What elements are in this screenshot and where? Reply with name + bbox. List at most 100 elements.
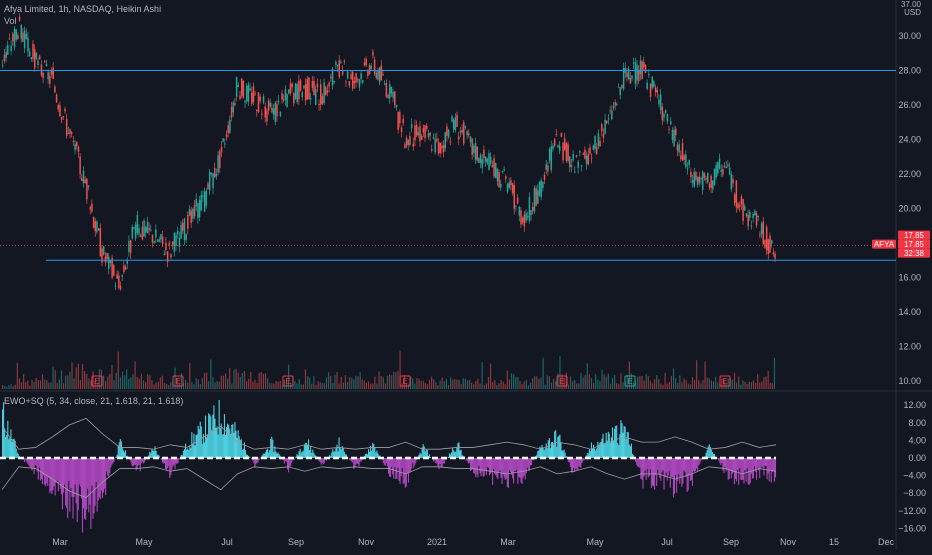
price-candle (315, 89, 317, 105)
ewo-bar (516, 458, 517, 470)
volume-bar (328, 372, 329, 389)
volume-bar (353, 379, 354, 389)
ewo-bar (621, 423, 622, 458)
volume-bar (156, 383, 157, 389)
ewo-bar (108, 458, 109, 478)
price-candle (379, 67, 381, 82)
ewo-bar (678, 458, 679, 474)
price-candle (295, 84, 297, 99)
ewo-bar (476, 458, 477, 474)
volume-bar (530, 383, 531, 389)
ewo-bar (662, 458, 663, 470)
volume-bar (408, 384, 409, 389)
price-candle (91, 204, 93, 212)
volume-bar (765, 377, 766, 389)
price-candle (46, 64, 48, 66)
price-candle (545, 164, 547, 170)
ewo-bar (31, 458, 32, 470)
price-tick-label: 14.00 (898, 307, 921, 317)
ewo-bar (491, 458, 492, 472)
price-candle (608, 118, 610, 119)
price-candle (507, 184, 509, 192)
price-candle (143, 221, 145, 237)
price-candle (677, 145, 679, 151)
volume-bar (355, 376, 356, 389)
ewo-bar (700, 458, 701, 461)
price-candle (219, 152, 221, 168)
earnings-marker[interactable]: E (92, 376, 102, 386)
price-candle (9, 38, 11, 39)
volume-bar (273, 384, 274, 389)
price-candle (683, 156, 685, 160)
price-candle (418, 132, 420, 135)
price-candle (514, 185, 516, 209)
volume-bar (364, 380, 365, 389)
ewo-bar (232, 424, 233, 458)
price-candle (4, 55, 6, 61)
ewo-bar (560, 442, 561, 458)
ewo-bar (626, 439, 627, 458)
price-candle (480, 155, 482, 163)
ewo-bar (99, 458, 100, 497)
volume-bar (78, 364, 79, 389)
volume-bar (763, 377, 764, 389)
price-tick-label: 26.00 (898, 100, 921, 110)
volume-bar (486, 383, 487, 389)
ewo-bar (313, 453, 314, 458)
ewo-bar (197, 434, 198, 458)
price-candle (7, 45, 9, 55)
volume-bar (416, 378, 417, 389)
price-candle (726, 167, 728, 168)
volume-bar (713, 381, 714, 389)
volume-bar (540, 377, 541, 389)
volume-bar (740, 385, 741, 389)
ewo-bar (488, 458, 489, 468)
price-badge-text: AFYA (874, 240, 895, 249)
ewo-bar (742, 458, 743, 480)
ewo-bar (723, 458, 724, 473)
volume-bar (425, 383, 426, 389)
ewo-bar (196, 435, 197, 458)
price-candle (476, 146, 478, 160)
volume-bar (606, 377, 607, 389)
price-candle (89, 207, 91, 209)
price-candle (239, 96, 241, 99)
ewo-bar (118, 446, 119, 458)
price-candle (421, 136, 423, 140)
ewo-bar (199, 429, 200, 458)
price-candle (196, 199, 198, 206)
ewo-bar (559, 435, 560, 458)
time-axis-label: Dec (878, 537, 895, 547)
earnings-marker[interactable]: E (557, 376, 567, 386)
price-candle (566, 143, 568, 161)
volume-bar (591, 378, 592, 389)
ewo-bar (612, 427, 613, 458)
volume-bar (59, 380, 60, 389)
ewo-bar (408, 458, 409, 483)
ewo-bar (56, 458, 57, 482)
price-candle (387, 95, 389, 98)
ewo-bar (513, 458, 514, 484)
ewo-bar (168, 458, 169, 466)
ewo-bar (227, 424, 228, 458)
ewo-bar (487, 458, 488, 467)
ewo-bar (663, 458, 664, 490)
price-candle (271, 108, 273, 112)
price-candle (763, 222, 765, 244)
price-candle (140, 235, 142, 236)
volume-bar (65, 376, 66, 389)
volume-bar (707, 378, 708, 389)
earnings-marker[interactable]: E (283, 376, 293, 386)
price-candle (374, 60, 376, 74)
ewo-bar (243, 449, 244, 458)
volume-bar (46, 380, 47, 389)
volume-bar (553, 378, 554, 389)
volume-bar (204, 373, 205, 389)
ewo-bar (375, 452, 376, 458)
ewo-bar (761, 458, 762, 467)
price-candle (31, 57, 33, 59)
price-candle (322, 96, 324, 104)
volume-bar (269, 383, 270, 389)
ewo-bar (194, 445, 195, 458)
